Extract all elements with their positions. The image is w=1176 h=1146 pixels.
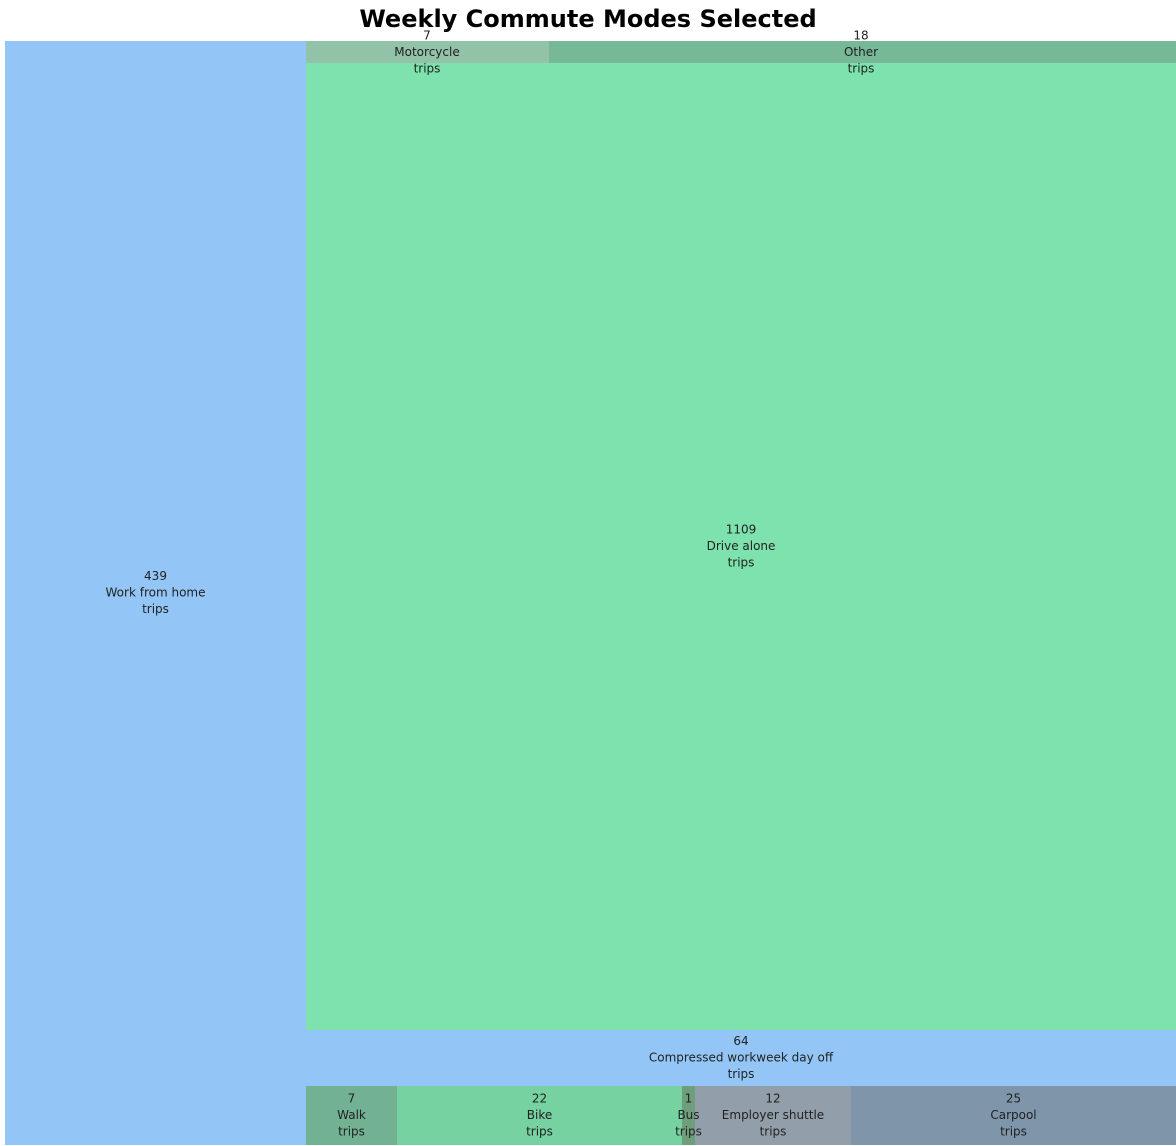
treemap-cell-work-from-home	[5, 41, 306, 1145]
cell-label-bike: Bike	[527, 1108, 552, 1122]
cell-unit-work-from-home: trips	[142, 602, 169, 616]
treemap-cell-motorcycle	[306, 41, 549, 63]
treemap-cell-compressed-workweek-day-off	[306, 1030, 1176, 1086]
cell-value-other: 18	[853, 29, 868, 43]
cell-value-compressed-workweek-day-off: 64	[733, 1034, 748, 1048]
cell-label-walk: Walk	[337, 1108, 366, 1122]
cell-label-drive-alone: Drive alone	[707, 539, 776, 553]
cell-value-bike: 22	[532, 1092, 547, 1106]
cell-unit-drive-alone: trips	[728, 556, 755, 570]
cell-label-carpool: Carpool	[990, 1108, 1036, 1122]
cell-unit-bus: trips	[675, 1125, 702, 1139]
cell-label-compressed-workweek-day-off: Compressed workweek day off	[649, 1051, 834, 1065]
cell-unit-employer-shuttle: trips	[760, 1125, 787, 1139]
cell-unit-other: trips	[848, 62, 875, 76]
cell-unit-carpool: trips	[1000, 1125, 1027, 1139]
cell-unit-bike: trips	[526, 1125, 553, 1139]
cell-value-employer-shuttle: 12	[765, 1092, 780, 1106]
cell-unit-compressed-workweek-day-off: trips	[728, 1067, 755, 1081]
cell-label-employer-shuttle: Employer shuttle	[722, 1108, 824, 1122]
cell-value-carpool: 25	[1006, 1092, 1021, 1106]
treemap-cell-bus	[682, 1086, 695, 1145]
cell-value-drive-alone: 1109	[726, 523, 757, 537]
cell-value-motorcycle: 7	[423, 29, 431, 43]
cell-label-other: Other	[844, 45, 878, 59]
cell-value-walk: 7	[348, 1092, 356, 1106]
treemap-cell-other	[549, 41, 1176, 63]
treemap-cell-employer-shuttle	[695, 1086, 851, 1145]
cell-label-motorcycle: Motorcycle	[394, 45, 459, 59]
treemap-cell-walk	[306, 1086, 397, 1145]
cell-unit-motorcycle: trips	[414, 62, 441, 76]
chart-title: Weekly Commute Modes Selected	[359, 5, 817, 33]
treemap-cell-carpool	[851, 1086, 1176, 1145]
cell-label-work-from-home: Work from home	[106, 586, 206, 600]
cell-label-bus: Bus	[677, 1108, 699, 1122]
cell-value-work-from-home: 439	[144, 569, 167, 583]
cell-unit-walk: trips	[338, 1125, 365, 1139]
treemap-cell-bike	[397, 1086, 682, 1145]
treemap-cell-drive-alone	[306, 63, 1176, 1030]
cell-value-bus: 1	[685, 1092, 693, 1106]
